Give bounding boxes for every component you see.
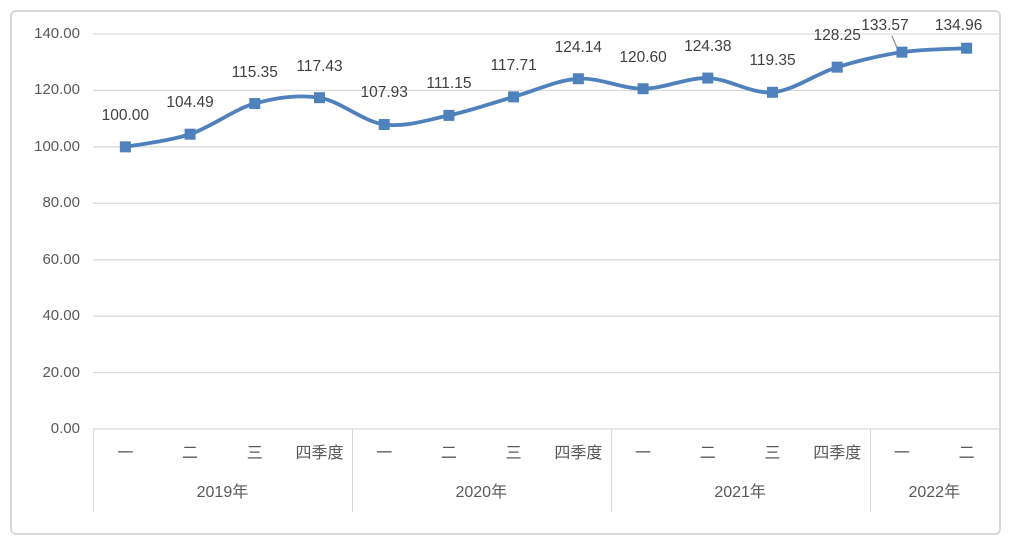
data-point-label: 134.96 xyxy=(934,17,983,34)
quarter-label: 三 xyxy=(505,445,522,462)
y-tick-label: 20.00 xyxy=(42,363,80,381)
data-point-marker xyxy=(831,61,843,73)
data-point-label: 128.25 xyxy=(813,27,861,45)
year-group-separator xyxy=(610,429,612,512)
data-point-marker xyxy=(767,86,778,98)
y-tick-label: 100.00 xyxy=(34,137,80,155)
y-tick-label: 140.00 xyxy=(34,25,80,42)
year-group-separator xyxy=(93,429,95,512)
data-point-label: 107.93 xyxy=(360,84,408,102)
year-label: 2020年 xyxy=(455,484,508,501)
year-group-separator xyxy=(869,429,871,512)
data-point-label: 115.35 xyxy=(231,63,278,81)
y-tick-label: 80.00 xyxy=(42,194,80,212)
data-point-label: 133.57 xyxy=(861,17,909,34)
chart-frame-border xyxy=(10,10,1001,535)
data-point-label: 117.43 xyxy=(296,57,343,75)
y-tick-label: 0.00 xyxy=(50,420,80,437)
y-tick-label: 60.00 xyxy=(42,250,80,268)
y-tick-label: 40.00 xyxy=(42,307,80,325)
series-line xyxy=(123,46,969,149)
quarter-label: 一 xyxy=(635,445,652,462)
data-point-marker xyxy=(961,42,973,54)
data-point-marker xyxy=(508,91,520,103)
quarter-label: 四季度 xyxy=(295,445,344,462)
quarter-label: 四季度 xyxy=(813,445,862,462)
data-point-marker xyxy=(702,72,714,84)
year-label: 2021年 xyxy=(714,484,766,501)
quarter-label: 一 xyxy=(376,445,393,462)
year-group-separator xyxy=(999,429,1001,512)
quarter-label: 三 xyxy=(246,445,263,462)
quarter-label: 一 xyxy=(117,445,134,462)
data-point-label: 124.38 xyxy=(684,38,732,56)
quarter-label: 二 xyxy=(182,445,199,462)
quarter-label: 四季度 xyxy=(554,445,603,462)
year-label: 2019年 xyxy=(196,484,249,501)
data-point-label: 111.15 xyxy=(426,75,472,93)
data-point-label: 119.35 xyxy=(749,52,796,70)
quarter-label: 二 xyxy=(699,445,716,462)
data-point-label: 117.71 xyxy=(490,56,537,74)
data-point-marker xyxy=(572,73,584,85)
data-point-marker xyxy=(896,46,908,58)
data-point-label: 100.00 xyxy=(101,106,150,124)
data-point-marker xyxy=(637,83,649,95)
y-tick-label: 120.00 xyxy=(34,81,80,99)
year-group-separator xyxy=(351,429,354,512)
data-point-label: 104.49 xyxy=(166,94,214,112)
data-point-marker xyxy=(314,92,325,104)
data-point-marker xyxy=(249,98,261,110)
quarter-label: 一 xyxy=(893,445,910,462)
data-point-label: 124.14 xyxy=(554,38,603,56)
data-point-marker xyxy=(443,109,455,121)
data-point-marker xyxy=(378,118,390,130)
data-point-marker xyxy=(119,141,131,153)
quarter-label: 二 xyxy=(958,445,975,462)
quarter-label: 二 xyxy=(440,445,457,462)
data-point-label: 120.60 xyxy=(619,48,667,66)
year-label: 2022年 xyxy=(908,484,961,501)
quarter-label: 三 xyxy=(764,445,781,462)
data-point-marker xyxy=(184,128,196,140)
